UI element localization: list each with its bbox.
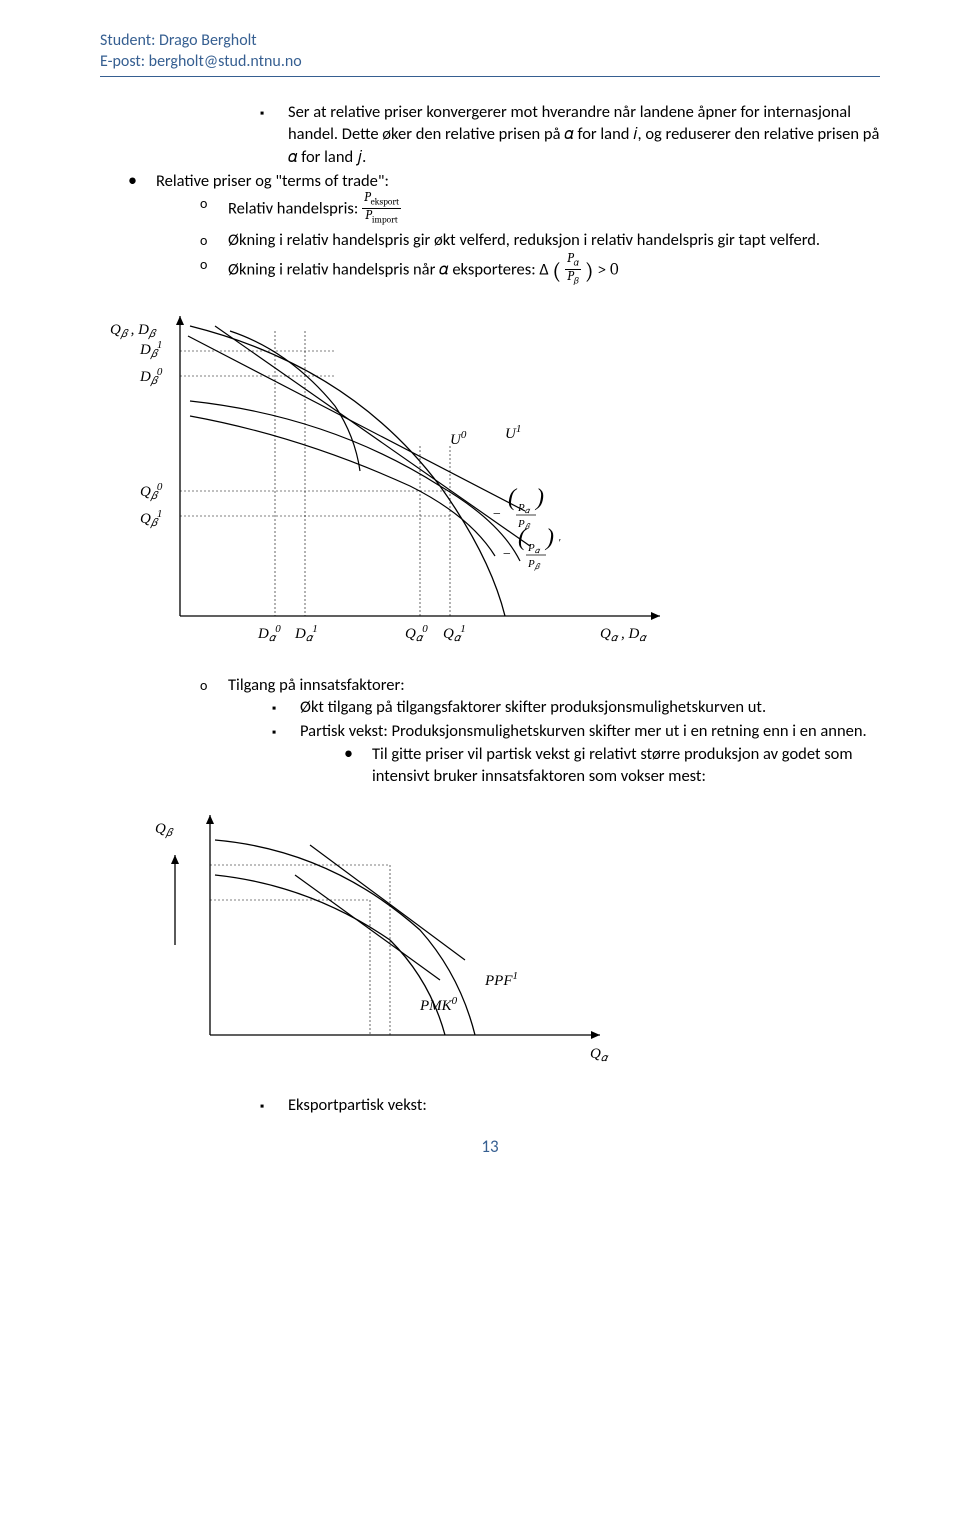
diagram-2: Q𝛽 PMK0 PPF1 Q𝛼 (100, 795, 880, 1081)
export-fraction: P𝛼 P𝛽 (565, 252, 581, 287)
svg-text:−: − (492, 507, 501, 522)
svg-text:Q𝛽0: Q𝛽0 (140, 481, 163, 502)
handelspris-fraction: Peksport Pimport (362, 191, 401, 226)
svg-text:P𝛼: P𝛼 (517, 502, 531, 515)
indented-block: Ser at relative priser konvergerer mot h… (100, 101, 880, 168)
svg-text:P𝛽: P𝛽 (527, 558, 541, 571)
svg-text:): ) (534, 485, 544, 511)
svg-text:D𝛼0: D𝛼0 (257, 623, 281, 644)
diagram-2-svg: Q𝛽 PMK0 PPF1 Q𝛼 (130, 795, 650, 1075)
tilgang-block: Tilgang på innsatsfaktorer: Økt tilgang … (100, 674, 880, 787)
bullet-okt-tilgang: Økt tilgang på tilgangsfaktorer skifter … (272, 696, 880, 718)
svg-text:′: ′ (558, 537, 561, 549)
svg-text:U0: U0 (450, 429, 467, 448)
bullet-partisk-vekst: Partisk vekst: Produksjonsmulighetskurve… (272, 720, 880, 787)
bullet-terms-of-trade: Relative priser og "terms of trade": Rel… (128, 170, 880, 288)
svg-text:P𝛼: P𝛼 (527, 542, 541, 555)
okt-tilgang-text: Økt tilgang på tilgangsfaktorer skifter … (300, 697, 766, 717)
page-container: Student: Drago Bergholt E-post: bergholt… (0, 0, 960, 1189)
bullet-convergence-text: Ser at relative priser konvergerer mot h… (288, 102, 879, 167)
header-email: E-post: bergholt@stud.ntnu.no (100, 51, 880, 72)
svg-text:Q𝛽1: Q𝛽1 (140, 508, 162, 529)
bullet-okning-velferd: Økning i relativ handelspris gir økt vel… (200, 229, 880, 251)
svg-text:D𝛽0: D𝛽0 (139, 366, 163, 387)
big-close-paren: ) (585, 257, 594, 284)
diagram-1-svg: Q𝛽 , D𝛽 D𝛽1 D𝛽0 Q𝛽0 Q𝛽1 U0 U1 − ( P𝛼 P𝛽 … (100, 296, 720, 656)
handelspris-label: Relativ handelspris: (228, 198, 362, 218)
eksport-block: Eksportpartisk vekst: (100, 1094, 880, 1116)
okning-export-pre: Økning i relativ handelspris når 𝛼 ekspo… (228, 259, 549, 279)
okning-export-post: > 0 (597, 260, 618, 279)
header-student: Student: Drago Bergholt (100, 30, 880, 51)
svg-text:U1: U1 (505, 423, 521, 442)
partisk-vekst-text: Partisk vekst: Produksjonsmulighetskurve… (300, 721, 867, 741)
diagram-1: Q𝛽 , D𝛽 D𝛽1 D𝛽0 Q𝛽0 Q𝛽1 U0 U1 − ( P𝛼 P𝛽 … (100, 296, 880, 662)
svg-text:PMK0: PMK0 (419, 995, 458, 1014)
svg-text:): ) (544, 525, 554, 551)
bullet-tilgang: Tilgang på innsatsfaktorer: Økt tilgang … (200, 674, 880, 787)
svg-text:D𝛽1: D𝛽1 (139, 339, 162, 360)
svg-text:Q𝛼 , D𝛼: Q𝛼 , D𝛼 (600, 626, 647, 644)
okning-velferd-text: Økning i relativ handelspris gir økt vel… (228, 230, 820, 250)
terms-of-trade-text: Relative priser og "terms of trade": (156, 171, 389, 191)
svg-text:Q𝛽: Q𝛽 (155, 821, 174, 839)
svg-text:D𝛼1: D𝛼1 (294, 623, 318, 644)
svg-text:Q𝛽 , D𝛽: Q𝛽 , D𝛽 (110, 322, 157, 340)
bullet-handelspris: Relativ handelspris: Peksport Pimport (200, 192, 880, 227)
svg-text:Q𝛼0: Q𝛼0 (405, 623, 428, 644)
bullet-convergence: Ser at relative priser konvergerer mot h… (260, 101, 880, 168)
gitte-priser-text: Til gitte priser vil partisk vekst gi re… (372, 744, 853, 786)
svg-text:−: − (502, 547, 511, 562)
page-number: 13 (100, 1136, 880, 1159)
svg-text:Q𝛼1: Q𝛼1 (443, 623, 466, 644)
bullet-okning-export: Økning i relativ handelspris når 𝛼 ekspo… (200, 253, 880, 288)
big-open-paren: ( (552, 257, 561, 284)
tilgang-text: Tilgang på innsatsfaktorer: (228, 675, 405, 695)
svg-text:Q𝛼: Q𝛼 (590, 1046, 609, 1064)
eksportpartisk-text: Eksportpartisk vekst: (288, 1095, 427, 1115)
header-block: Student: Drago Bergholt E-post: bergholt… (100, 30, 880, 77)
svg-text:PPF1: PPF1 (484, 970, 518, 989)
bullet-eksportpartisk: Eksportpartisk vekst: (260, 1094, 880, 1116)
bullet-gitte-priser: Til gitte priser vil partisk vekst gi re… (344, 743, 880, 788)
content-body: Ser at relative priser konvergerer mot h… (100, 101, 880, 1159)
